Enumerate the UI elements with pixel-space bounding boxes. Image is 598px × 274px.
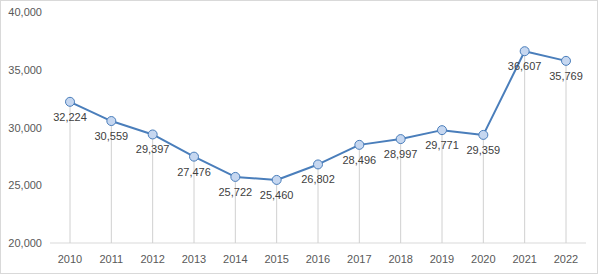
y-tick-label: 30,000	[8, 122, 42, 134]
x-tick-label: 2015	[264, 253, 288, 265]
drop-line	[524, 51, 525, 243]
chart-svg: 20,00025,00030,00035,00040,0002010201120…	[0, 0, 598, 274]
y-tick-label: 20,000	[8, 237, 42, 249]
data-label: 25,722	[219, 186, 253, 198]
data-label: 26,802	[301, 173, 335, 185]
data-point	[520, 47, 529, 56]
x-tick-label: 2011	[100, 253, 124, 265]
data-point	[231, 172, 240, 181]
data-label: 28,496	[343, 154, 377, 166]
data-point	[66, 97, 75, 106]
drop-line	[566, 61, 567, 243]
x-tick-label: 2010	[58, 253, 82, 265]
drop-line	[70, 102, 71, 243]
data-label: 32,224	[53, 111, 87, 123]
data-point	[355, 140, 364, 149]
y-tick-label: 40,000	[8, 6, 42, 18]
x-tick-label: 2021	[512, 253, 536, 265]
data-point	[107, 117, 116, 126]
y-axis: 20,000 25,000 30,000 35,000 40,000	[8, 6, 42, 249]
x-tick-label: 2016	[306, 253, 330, 265]
data-point	[562, 56, 571, 65]
data-point	[479, 130, 488, 139]
x-tick-label: 2012	[140, 253, 164, 265]
x-tick-label: 2020	[471, 253, 495, 265]
data-point	[438, 126, 447, 135]
x-tick-label: 2019	[430, 253, 454, 265]
x-tick-label: 2013	[182, 253, 206, 265]
data-label: 27,476	[177, 166, 211, 178]
data-labels: 32,224 30,559 29,397 27,476 25,722 25,460 26,8…	[53, 60, 583, 201]
x-tick-label: 2017	[347, 253, 371, 265]
plot-marks	[66, 47, 571, 243]
data-label: 30,559	[95, 130, 129, 142]
chart-frame	[1, 1, 598, 274]
data-point	[314, 160, 323, 169]
data-point	[148, 130, 157, 139]
x-tick-label: 2014	[223, 253, 247, 265]
data-point	[396, 135, 405, 144]
data-label: 29,771	[425, 139, 459, 151]
x-tick-label: 2018	[388, 253, 412, 265]
data-label: 28,997	[384, 148, 418, 160]
data-label: 35,769	[549, 70, 583, 82]
data-label: 25,460	[260, 189, 294, 201]
y-tick-label: 25,000	[8, 179, 42, 191]
chart-container: 20,00025,00030,00035,00040,0002010201120…	[0, 0, 598, 274]
y-tick-label: 35,000	[8, 64, 42, 76]
data-label: 29,397	[136, 143, 170, 155]
data-label: 29,359	[467, 144, 501, 156]
data-point	[190, 152, 199, 161]
data-point	[272, 175, 281, 184]
data-label: 36,607	[508, 60, 542, 72]
data-line	[70, 51, 566, 180]
x-axis: 2010 2011 2012 2013 2014 2015 2016 2017 2018 2019…	[58, 253, 578, 265]
x-tick-label: 2022	[554, 253, 578, 265]
